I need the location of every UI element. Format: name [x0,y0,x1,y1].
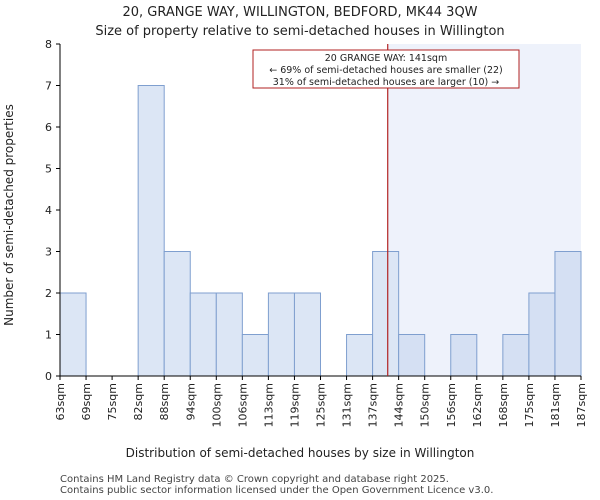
x-tick-label: 125sqm [315,383,328,427]
x-tick-label: 131sqm [341,383,354,427]
footer-licence: Contains public sector information licen… [60,485,494,496]
y-tick-label: 4 [45,204,52,217]
x-tick-label: 119sqm [288,383,301,427]
x-tick-label: 187sqm [575,383,588,427]
histogram-bar [398,334,426,377]
y-tick-label: 2 [45,287,52,300]
chart-subtitle: Size of property relative to semi-detach… [95,24,504,39]
x-tick-label: 150sqm [419,383,432,427]
histogram-bar [215,292,243,377]
histogram-bar [59,292,87,377]
x-tick-label: 156sqm [445,383,458,427]
x-tick-label: 175sqm [523,383,536,427]
y-tick-label: 5 [45,163,52,176]
x-tick-label: 88sqm [158,383,171,420]
x-tick-label: 181sqm [549,383,562,427]
x-tick-label: 82sqm [132,383,145,420]
x-tick-label: 144sqm [393,383,406,427]
histogram-bar [137,85,165,377]
x-tick-label: 75sqm [106,383,119,420]
chart-title: 20, GRANGE WAY, WILLINGTON, BEDFORD, MK4… [122,5,477,20]
y-tick-label: 0 [45,370,52,383]
y-tick-label: 1 [45,329,52,342]
annotation-line-1: 20 GRANGE WAY: 141sqm [325,53,447,64]
y-tick-label: 3 [45,246,52,259]
histogram-bar [372,251,400,377]
annotation-box [252,49,520,89]
x-tick-label: 63sqm [54,383,67,420]
histogram-bar [267,292,295,377]
x-tick-label: 168sqm [497,383,510,427]
histogram-bar [241,334,269,377]
histogram-bar [554,251,582,377]
histogram-bar [293,292,322,377]
histogram-bar [163,251,191,377]
x-tick-label: 162sqm [471,383,484,427]
x-tick-label: 113sqm [262,383,275,427]
y-axis-label: Number of semi-detached properties [2,104,16,326]
x-tick-label: 106sqm [236,383,249,427]
x-tick-label: 100sqm [210,383,223,427]
annotation-line-2: ← 69% of semi-detached houses are smalle… [269,65,503,76]
annotation-line-3: 31% of semi-detached houses are larger (… [273,77,500,88]
histogram-bar [346,334,374,377]
y-tick-label: 7 [45,80,52,93]
y-tick-label: 6 [45,121,52,134]
histogram-bar [189,292,217,377]
x-tick-label: 69sqm [80,383,93,420]
histogram-bar [528,292,556,377]
histogram-bar [450,334,478,377]
x-tick-label: 94sqm [184,383,197,420]
x-tick-label: 137sqm [367,383,380,427]
histogram-bar [502,334,530,377]
x-axis-label: Distribution of semi-detached houses by … [126,446,475,460]
y-tick-label: 8 [45,38,52,51]
footer-copyright: Contains HM Land Registry data © Crown c… [60,474,449,485]
